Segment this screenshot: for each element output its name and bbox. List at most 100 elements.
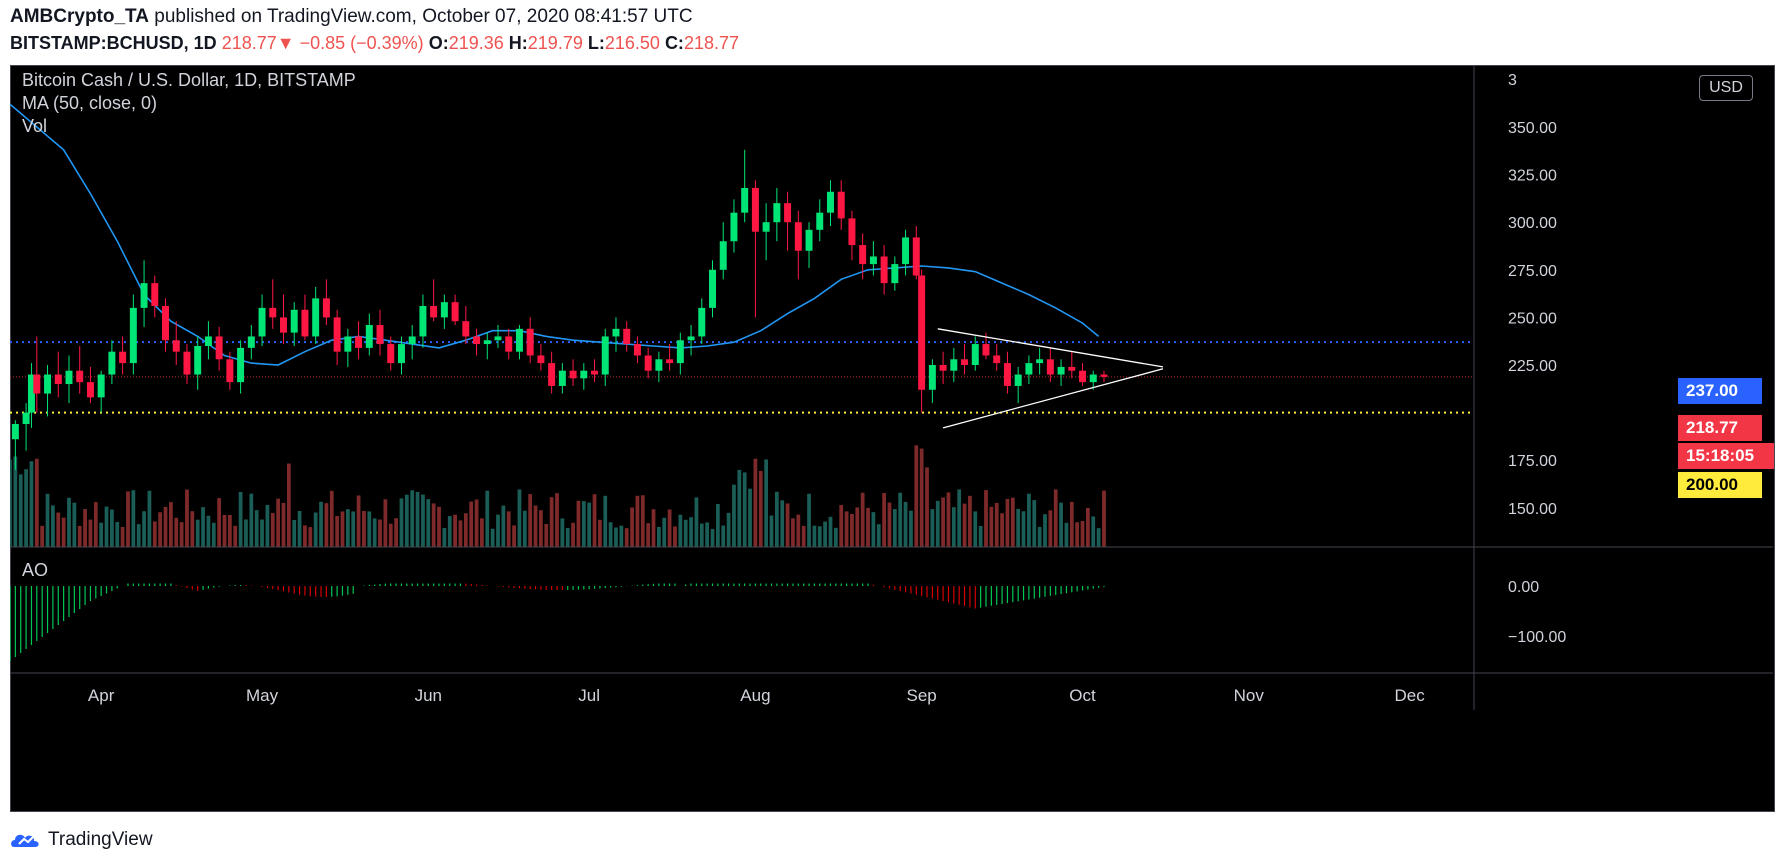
volume-bar <box>683 519 688 547</box>
candle-body <box>76 370 84 383</box>
volume-bar <box>297 510 302 547</box>
candle-body <box>816 212 824 230</box>
volume-bar <box>388 523 393 547</box>
candle-body <box>928 365 936 390</box>
volume-bar <box>474 499 479 547</box>
volume-bar <box>1048 510 1053 547</box>
candle-body <box>730 212 738 242</box>
candle-body <box>387 344 395 364</box>
volume-bar <box>61 517 66 547</box>
level-237-tag: 237.00 <box>1678 378 1762 404</box>
volume-bar <box>909 510 913 547</box>
volume-bar <box>619 525 624 547</box>
x-tick-label: Dec <box>1395 686 1426 705</box>
x-tick-label: Jul <box>578 686 600 705</box>
candle-body <box>440 302 448 318</box>
ao-legend[interactable]: AO <box>22 560 49 580</box>
candle-body <box>258 307 266 337</box>
volume-bar <box>67 497 71 547</box>
candle-body <box>172 340 180 352</box>
volume-bar <box>801 525 806 547</box>
volume-bar <box>265 504 270 547</box>
volume-bar <box>362 510 366 547</box>
ao-tick-label: −100.00 <box>1508 629 1566 646</box>
volume-bar <box>437 506 441 547</box>
ao-histogram <box>10 583 1105 661</box>
candle-body <box>762 222 770 232</box>
x-tick-label: Apr <box>88 686 115 705</box>
volume-bar <box>404 494 409 547</box>
y-tick-label: 150.00 <box>1508 501 1557 518</box>
volume-bar <box>18 474 23 547</box>
volume-bar <box>576 500 581 547</box>
volume-bar <box>120 526 125 547</box>
volume-bar <box>490 528 495 547</box>
candle-body <box>280 317 287 333</box>
volume-bar <box>694 497 699 547</box>
volume-bar <box>860 492 865 547</box>
volume-bar <box>238 491 243 547</box>
volume-bar <box>1000 513 1004 547</box>
tradingview-logo-icon[interactable] <box>10 829 42 851</box>
level-200-tag: 200.00 <box>1678 472 1762 498</box>
volume-bar <box>24 469 28 547</box>
chart-frame[interactable] <box>10 65 1775 812</box>
ao-tick-label: 0.00 <box>1508 579 1539 596</box>
volume-bar <box>807 493 811 547</box>
axes: 350.00 325.00 300.00 275.00 250.00 225.00 175.… <box>10 65 1773 710</box>
candle-body <box>826 191 834 213</box>
volume-bar <box>40 525 45 547</box>
volume-bar <box>598 519 602 547</box>
candle-body <box>44 374 52 394</box>
volume-bar <box>13 456 18 547</box>
volume-bar <box>276 498 281 547</box>
candle-body <box>623 328 631 345</box>
candle-body <box>1089 374 1097 383</box>
volume-bar <box>560 518 565 547</box>
volume-bar <box>1064 522 1069 547</box>
volume-bar <box>608 522 613 547</box>
volume-bar <box>592 494 597 547</box>
candle-body <box>548 363 556 386</box>
volume-bar <box>667 509 672 547</box>
publisher-name[interactable]: AMBCrypto_TA <box>10 6 149 27</box>
x-tick-label: Jun <box>415 686 442 705</box>
volume-bar <box>635 495 640 547</box>
volume-bar <box>614 527 618 547</box>
candle-body <box>676 340 684 364</box>
volume-bar <box>662 517 667 547</box>
vol-legend[interactable]: Vol <box>22 116 48 136</box>
candle-body <box>183 351 191 375</box>
volume-bar <box>1005 498 1010 547</box>
volume-bar <box>345 509 350 547</box>
volume-bar <box>522 510 527 547</box>
chart-title: Bitcoin Cash / U.S. Dollar, 1D, BITSTAMP <box>22 70 356 90</box>
current-price-tag: 218.77 <box>1678 415 1762 441</box>
candle-body <box>462 321 470 337</box>
currency-button[interactable]: USD <box>1699 75 1753 101</box>
volume-bar <box>45 493 50 547</box>
volume-bar <box>313 512 318 547</box>
candle-body <box>698 307 706 337</box>
candle-body <box>215 336 223 360</box>
volume-bar <box>324 503 329 547</box>
volume-bar <box>528 494 533 547</box>
volume-bar <box>892 509 897 547</box>
volume-bar <box>1091 516 1096 547</box>
candle-body <box>1003 363 1011 386</box>
volume-bar <box>378 519 382 547</box>
volume-bar <box>442 528 447 547</box>
volume-bar <box>823 521 827 547</box>
candle-body <box>54 374 62 385</box>
volume-bar <box>887 502 892 547</box>
ma-legend[interactable]: MA (50, close, 0) <box>22 93 158 113</box>
price-chart[interactable]: 350.00 325.00 300.00 275.00 250.00 225.00 175.… <box>10 65 1773 810</box>
price-levels <box>10 341 1474 414</box>
candle-body <box>86 382 94 398</box>
candle-body <box>301 309 309 337</box>
volume-bar <box>646 523 651 547</box>
candle-body <box>880 256 888 284</box>
volume-bar <box>565 528 570 547</box>
tradingview-brand[interactable]: TradingView <box>48 829 153 850</box>
volume-bar <box>51 505 55 547</box>
